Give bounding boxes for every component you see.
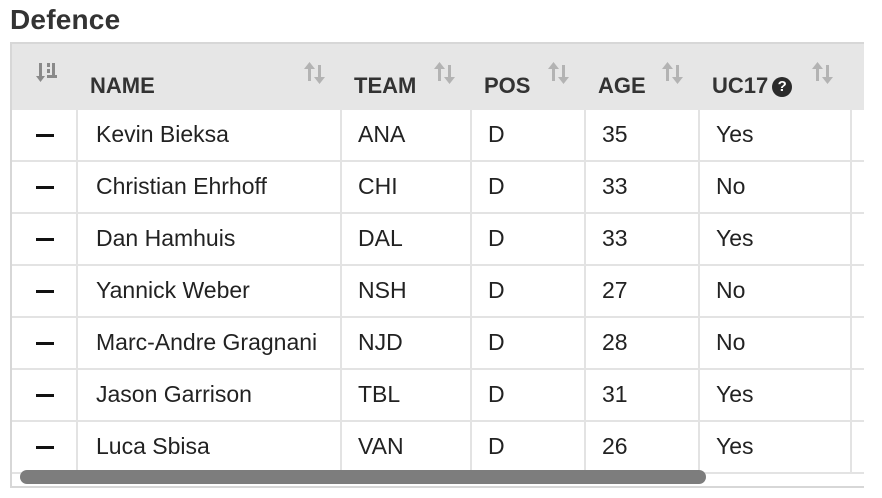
team-cell: NSH — [342, 266, 472, 316]
rank-cell: — — [12, 318, 78, 368]
header-pos[interactable]: POS — [472, 44, 586, 110]
rank-dash: — — [36, 342, 54, 345]
team-cell: VAN — [342, 422, 472, 472]
rank-cell: — — [12, 266, 78, 316]
uc17-cell: Yes — [700, 370, 852, 420]
team-cell: TBL — [342, 370, 472, 420]
name-cell: Christian Ehrhoff — [78, 162, 342, 212]
header-uc17[interactable]: UC17? — [700, 44, 852, 110]
pos-cell: D — [472, 370, 586, 420]
name-cell: Yannick Weber — [78, 266, 342, 316]
uc17-cell: Yes — [700, 214, 852, 264]
header-name-label: NAME — [90, 73, 155, 98]
uc17-cell: No — [700, 318, 852, 368]
pos-cell: D — [472, 266, 586, 316]
sort-icon[interactable] — [432, 60, 458, 86]
section-title: Defence — [10, 4, 121, 35]
pos-cell: D — [472, 214, 586, 264]
name-cell: Marc-Andre Gragnani — [78, 318, 342, 368]
team-cell: CHI — [342, 162, 472, 212]
header-name[interactable]: NAME — [78, 44, 342, 110]
sort-numeric-down-icon[interactable] — [36, 60, 62, 86]
team-cell: ANA — [342, 110, 472, 160]
scrollbar-thumb[interactable] — [20, 470, 706, 484]
age-cell: 33 — [586, 162, 700, 212]
name-cell: Jason Garrison — [78, 370, 342, 420]
sort-icon[interactable] — [546, 60, 572, 86]
pos-cell: D — [472, 110, 586, 160]
uc17-cell: No — [700, 162, 852, 212]
name-cell: Kevin Bieksa — [78, 110, 342, 160]
rank-cell: — — [12, 162, 78, 212]
header-team-label: TEAM — [354, 73, 417, 98]
header-team[interactable]: TEAM — [342, 44, 472, 110]
question-circle-icon[interactable]: ? — [772, 77, 793, 97]
header-age-label: AGE — [598, 73, 646, 98]
rank-cell: — — [12, 110, 78, 160]
header-uc17-label: UC17 — [712, 73, 769, 98]
rank-dash: — — [36, 446, 54, 449]
rank-dash: — — [36, 134, 54, 137]
age-cell: 26 — [586, 422, 700, 472]
age-cell: 27 — [586, 266, 700, 316]
uc17-cell: Yes — [700, 422, 852, 472]
age-cell: 35 — [586, 110, 700, 160]
sort-icon[interactable] — [302, 60, 328, 86]
team-cell: NJD — [342, 318, 472, 368]
header-uc17-label-wrap: UC17? — [712, 73, 793, 99]
rank-dash: — — [36, 186, 54, 189]
rank-cell: — — [12, 214, 78, 264]
rank-dash: — — [36, 238, 54, 241]
header-rank[interactable] — [12, 44, 78, 110]
age-cell: 31 — [586, 370, 700, 420]
header-pos-label: POS — [484, 73, 531, 98]
uc17-cell: Yes — [700, 110, 852, 160]
horizontal-scrollbar[interactable] — [14, 470, 864, 484]
rank-dash: — — [36, 290, 54, 293]
name-cell: Dan Hamhuis — [78, 214, 342, 264]
uc17-cell: No — [700, 266, 852, 316]
pos-cell: D — [472, 318, 586, 368]
sort-icon[interactable] — [660, 60, 686, 86]
pos-cell: D — [472, 422, 586, 472]
rank-dash: — — [36, 394, 54, 397]
pos-cell: D — [472, 162, 586, 212]
table-header-row: NAME TEAM POS — [12, 44, 864, 110]
players-table: NAME TEAM POS — [10, 42, 864, 488]
rank-cell: — — [12, 422, 78, 472]
age-cell: 28 — [586, 318, 700, 368]
sort-icon[interactable] — [810, 60, 836, 86]
header-age[interactable]: AGE — [586, 44, 700, 110]
rank-cell: — — [12, 370, 78, 420]
team-cell: DAL — [342, 214, 472, 264]
age-cell: 33 — [586, 214, 700, 264]
name-cell: Luca Sbisa — [78, 422, 342, 472]
